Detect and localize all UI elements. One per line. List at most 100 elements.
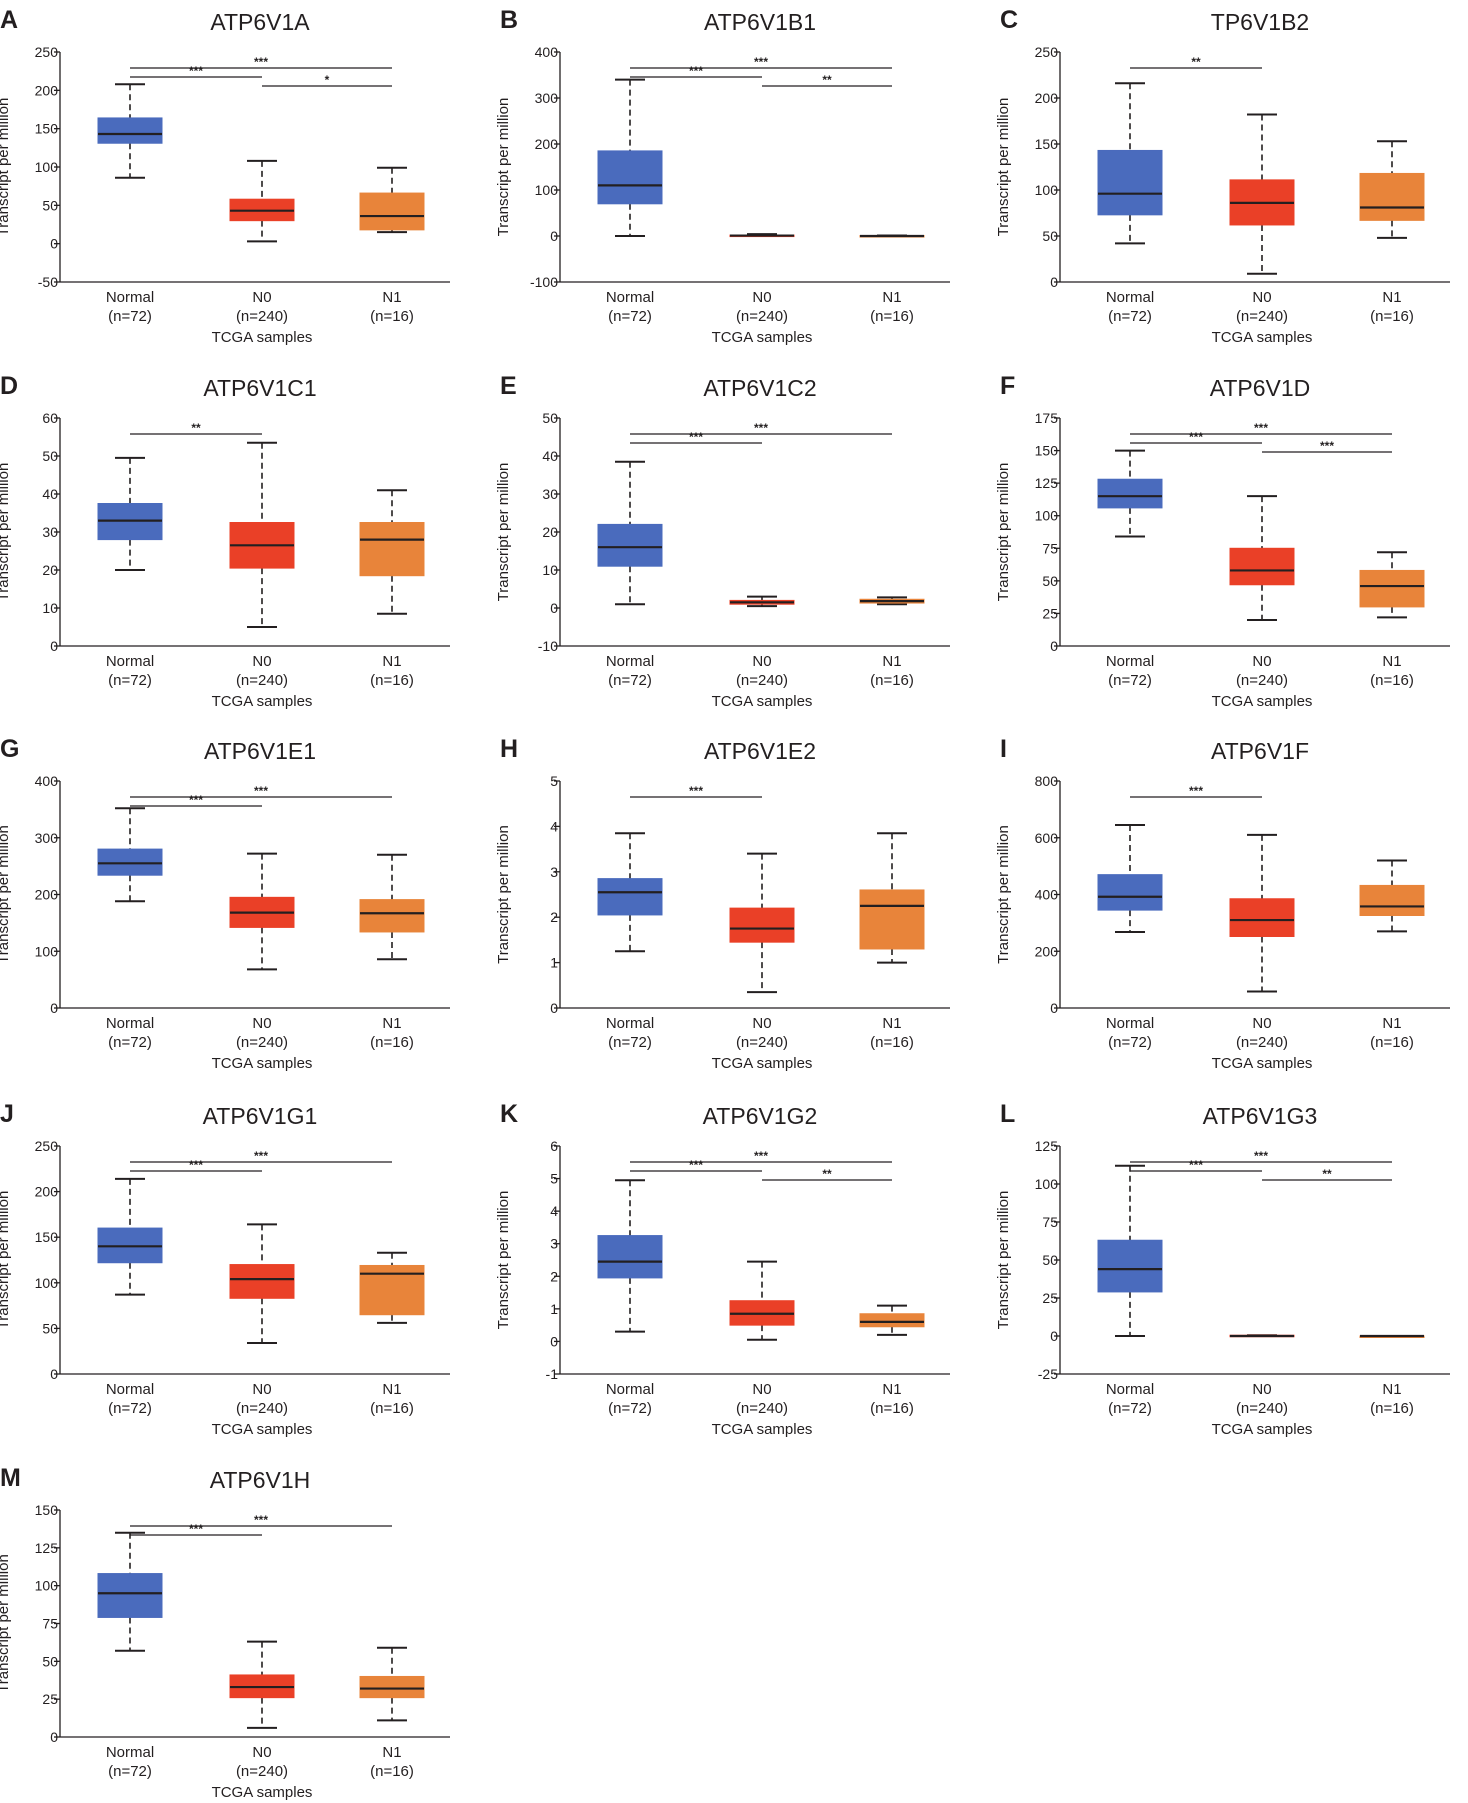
x-axis-label: TCGA samples bbox=[712, 693, 813, 710]
panel-K: K ATP6V1G2 -1 0 1 2 3 4 5 6 Transcript per million… bbox=[495, 1100, 950, 1438]
box-normal bbox=[97, 807, 163, 903]
y-tick-label: 75 bbox=[42, 1616, 58, 1632]
category-label: Normal bbox=[106, 289, 154, 306]
category-label: N1 bbox=[1382, 1381, 1401, 1398]
panel-C: C TP6V1B2 0 50 100 150 200 250 Transcript per mi… bbox=[995, 6, 1450, 346]
y-tick-label: 250 bbox=[35, 44, 59, 60]
sample-size-label: (n=16) bbox=[870, 672, 914, 689]
category-label: N1 bbox=[382, 653, 401, 670]
category-label: N0 bbox=[252, 653, 271, 670]
significance-label: *** bbox=[689, 64, 703, 78]
sample-size-label: (n=16) bbox=[870, 1400, 914, 1417]
significance-label: *** bbox=[189, 1158, 203, 1172]
sample-size-label: (n=16) bbox=[370, 1034, 414, 1051]
x-axis-label: TCGA samples bbox=[712, 1055, 813, 1072]
iqr-box bbox=[1359, 172, 1425, 221]
significance-label: *** bbox=[254, 55, 268, 69]
sample-size-label: (n=240) bbox=[736, 308, 788, 325]
y-tick-label: 150 bbox=[1035, 443, 1059, 459]
y-tick-label: 0 bbox=[550, 1000, 558, 1016]
category-label: N0 bbox=[752, 1015, 771, 1032]
sample-size-label: (n=16) bbox=[370, 308, 414, 325]
box-n0 bbox=[729, 233, 795, 238]
y-tick-label: 50 bbox=[42, 448, 58, 464]
y-axis-label: Transcript per million bbox=[995, 98, 1012, 237]
category-label: Normal bbox=[1106, 1015, 1154, 1032]
significance-label: *** bbox=[1254, 421, 1268, 435]
y-tick-label: 10 bbox=[542, 562, 558, 578]
sample-size-label: (n=16) bbox=[370, 1400, 414, 1417]
y-tick-label: 3 bbox=[550, 1236, 558, 1252]
significance-label: *** bbox=[254, 1149, 268, 1163]
significance-label: *** bbox=[1189, 430, 1203, 444]
significance-label: *** bbox=[254, 1513, 268, 1527]
iqr-box bbox=[1359, 569, 1425, 608]
panel-letter: D bbox=[0, 372, 18, 400]
iqr-box bbox=[359, 192, 425, 231]
y-tick-label: 125 bbox=[1035, 475, 1059, 491]
y-tick-label: 100 bbox=[35, 159, 59, 175]
iqr-box bbox=[859, 889, 925, 950]
box-normal bbox=[1097, 82, 1163, 245]
category-label: Normal bbox=[606, 1015, 654, 1032]
category-label: N1 bbox=[382, 1015, 401, 1032]
significance-label: *** bbox=[1189, 784, 1203, 798]
y-tick-label: 0 bbox=[50, 236, 58, 252]
sample-size-label: (n=72) bbox=[608, 1400, 652, 1417]
iqr-box bbox=[597, 878, 663, 916]
y-tick-label: 600 bbox=[1035, 830, 1059, 846]
box-n0 bbox=[229, 441, 295, 628]
y-tick-label: 25 bbox=[1042, 605, 1058, 621]
sample-size-label: (n=72) bbox=[108, 1034, 152, 1051]
chart-title: ATP6V1G1 bbox=[203, 1103, 318, 1129]
box-n0 bbox=[229, 159, 295, 243]
x-axis-label: TCGA samples bbox=[212, 1784, 313, 1801]
category-label: N1 bbox=[1382, 289, 1401, 306]
significance-label: *** bbox=[189, 793, 203, 807]
sample-size-label: (n=240) bbox=[736, 1034, 788, 1051]
chart-title: ATP6V1F bbox=[1211, 738, 1309, 764]
sample-size-label: (n=240) bbox=[236, 1034, 288, 1051]
box-n0 bbox=[1229, 113, 1295, 275]
y-tick-label: 250 bbox=[35, 1138, 59, 1154]
y-tick-label: 100 bbox=[1035, 1176, 1059, 1192]
y-tick-label: 400 bbox=[1035, 887, 1059, 903]
sample-size-label: (n=240) bbox=[1236, 1400, 1288, 1417]
category-label: N0 bbox=[252, 1381, 271, 1398]
y-axis-label: Transcript per million bbox=[495, 1191, 512, 1330]
x-axis-label: TCGA samples bbox=[712, 329, 813, 346]
y-tick-label: 250 bbox=[1035, 44, 1059, 60]
panel-L: L ATP6V1G3 -25 0 25 50 75 100 125 Transcript per … bbox=[995, 1100, 1450, 1438]
x-axis-label: TCGA samples bbox=[712, 1421, 813, 1438]
sample-size-label: (n=72) bbox=[1108, 1034, 1152, 1051]
category-label: N0 bbox=[1252, 653, 1271, 670]
y-tick-label: -100 bbox=[530, 274, 558, 290]
sample-size-label: (n=72) bbox=[1108, 1400, 1152, 1417]
y-tick-label: 75 bbox=[1042, 540, 1058, 556]
iqr-box bbox=[97, 848, 163, 876]
panel-letter: B bbox=[500, 6, 518, 34]
significance-label: ** bbox=[1191, 55, 1201, 69]
x-axis-label: TCGA samples bbox=[1212, 1055, 1313, 1072]
y-tick-label: 30 bbox=[42, 524, 58, 540]
y-tick-label: 100 bbox=[35, 943, 59, 959]
y-axis-label: Transcript per million bbox=[0, 825, 12, 964]
y-tick-label: 50 bbox=[42, 197, 58, 213]
category-label: Normal bbox=[1106, 653, 1154, 670]
sample-size-label: (n=240) bbox=[236, 308, 288, 325]
y-tick-label: 25 bbox=[1042, 1290, 1058, 1306]
iqr-box bbox=[729, 907, 795, 943]
category-label: N1 bbox=[382, 1744, 401, 1761]
category-label: N0 bbox=[752, 1381, 771, 1398]
significance-label: *** bbox=[689, 1158, 703, 1172]
y-tick-label: 50 bbox=[1042, 1252, 1058, 1268]
significance-label: *** bbox=[689, 430, 703, 444]
y-axis-label: Transcript per million bbox=[995, 1191, 1012, 1330]
box-n1 bbox=[859, 1304, 925, 1336]
panel-B: B ATP6V1B1 -100 0 100 200 300 400 Transcript per… bbox=[495, 6, 950, 346]
box-n1 bbox=[359, 166, 425, 234]
box-n0 bbox=[1229, 1334, 1295, 1338]
y-axis-label: Transcript per million bbox=[995, 463, 1012, 602]
